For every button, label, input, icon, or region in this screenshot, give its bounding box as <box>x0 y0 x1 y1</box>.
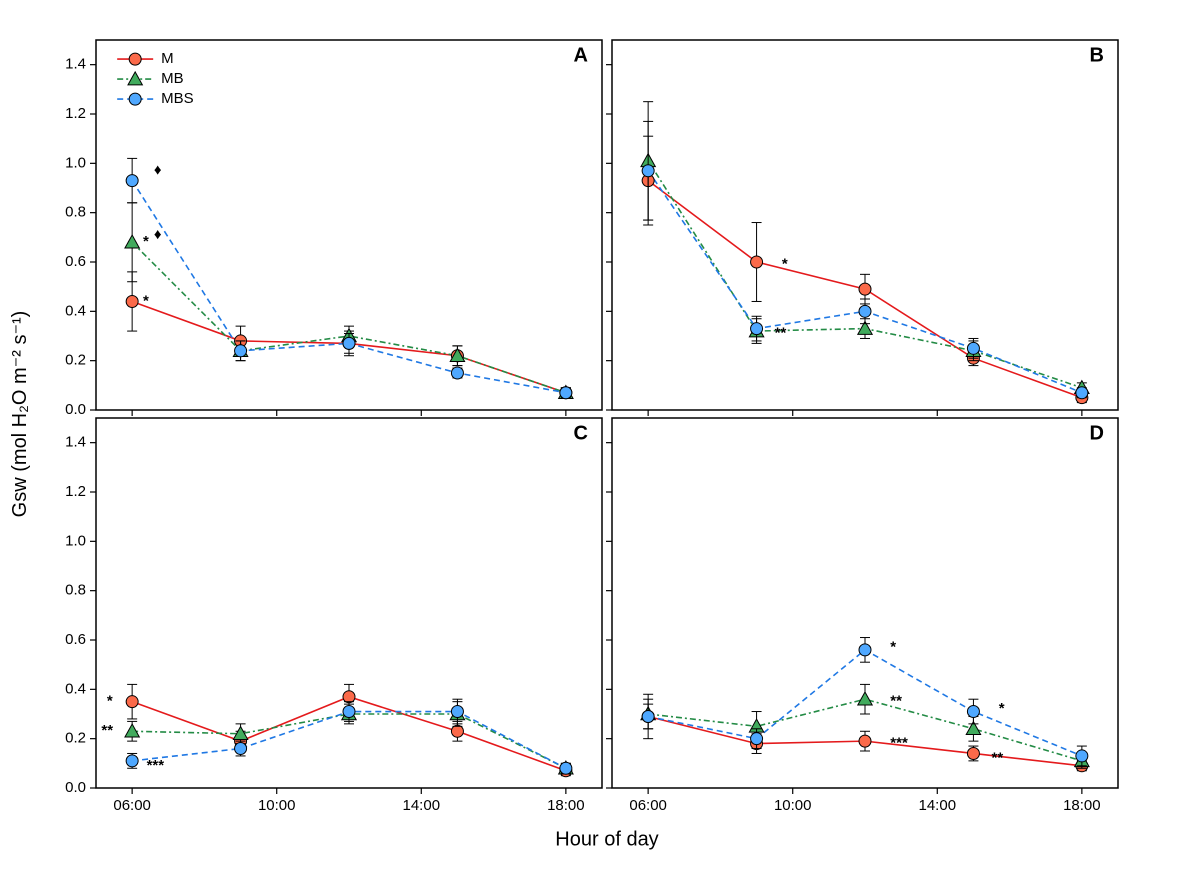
legend-label-MB: MB <box>161 70 184 87</box>
significance-marker: *** <box>147 757 165 774</box>
svg-text:0.0: 0.0 <box>65 779 86 796</box>
significance-marker: * <box>143 292 149 309</box>
significance-marker: * <box>107 693 113 710</box>
svg-text:06:00: 06:00 <box>113 797 151 814</box>
significance-marker: ** <box>890 693 902 710</box>
significance-marker: *** <box>890 735 908 752</box>
significance-marker: ** <box>992 749 1004 766</box>
significance-marker: ♦ <box>154 226 162 243</box>
significance-marker: * <box>143 233 149 250</box>
gsw-multipanel-chart: 0.00.20.40.60.81.01.21.4A**♦♦B***0.00.20… <box>0 0 1200 876</box>
series-line-MBS <box>132 181 566 393</box>
svg-text:06:00: 06:00 <box>629 797 667 814</box>
svg-text:10:00: 10:00 <box>774 797 812 814</box>
svg-text:0.2: 0.2 <box>65 730 86 747</box>
legend-label-M: M <box>161 50 174 67</box>
svg-text:C: C <box>574 422 588 444</box>
significance-marker: * <box>890 638 896 655</box>
svg-text:1.4: 1.4 <box>65 56 86 73</box>
panel-B <box>606 40 1118 416</box>
svg-text:14:00: 14:00 <box>403 797 441 814</box>
svg-text:D: D <box>1090 422 1104 444</box>
svg-text:1.2: 1.2 <box>65 483 86 500</box>
legend <box>117 53 153 105</box>
svg-text:A: A <box>574 44 588 66</box>
significance-marker: ♦ <box>154 162 162 179</box>
svg-text:14:00: 14:00 <box>919 797 957 814</box>
svg-text:0.6: 0.6 <box>65 253 86 270</box>
significance-marker: ** <box>101 722 113 739</box>
svg-text:10:00: 10:00 <box>258 797 296 814</box>
svg-text:18:00: 18:00 <box>1063 797 1101 814</box>
significance-marker: ** <box>775 325 787 342</box>
legend-label-MBS: MBS <box>161 90 194 107</box>
svg-text:1.4: 1.4 <box>65 434 86 451</box>
significance-marker: * <box>782 255 788 272</box>
significance-marker: * <box>999 700 1005 717</box>
svg-text:0.6: 0.6 <box>65 631 86 648</box>
svg-text:18:00: 18:00 <box>547 797 585 814</box>
svg-text:0.4: 0.4 <box>65 302 86 319</box>
x-axis-title: Hour of day <box>555 828 658 850</box>
y-axis-title: Gsw (mol H₂O m⁻² s⁻¹) <box>9 311 31 518</box>
svg-text:B: B <box>1090 44 1104 66</box>
svg-text:1.2: 1.2 <box>65 105 86 122</box>
svg-text:0.8: 0.8 <box>65 582 86 599</box>
svg-text:0.4: 0.4 <box>65 680 86 697</box>
panel-C <box>90 418 602 794</box>
svg-text:0.8: 0.8 <box>65 204 86 221</box>
panel-D <box>606 418 1118 794</box>
svg-text:1.0: 1.0 <box>65 154 86 171</box>
svg-text:0.2: 0.2 <box>65 352 86 369</box>
svg-text:0.0: 0.0 <box>65 401 86 418</box>
svg-text:1.0: 1.0 <box>65 532 86 549</box>
